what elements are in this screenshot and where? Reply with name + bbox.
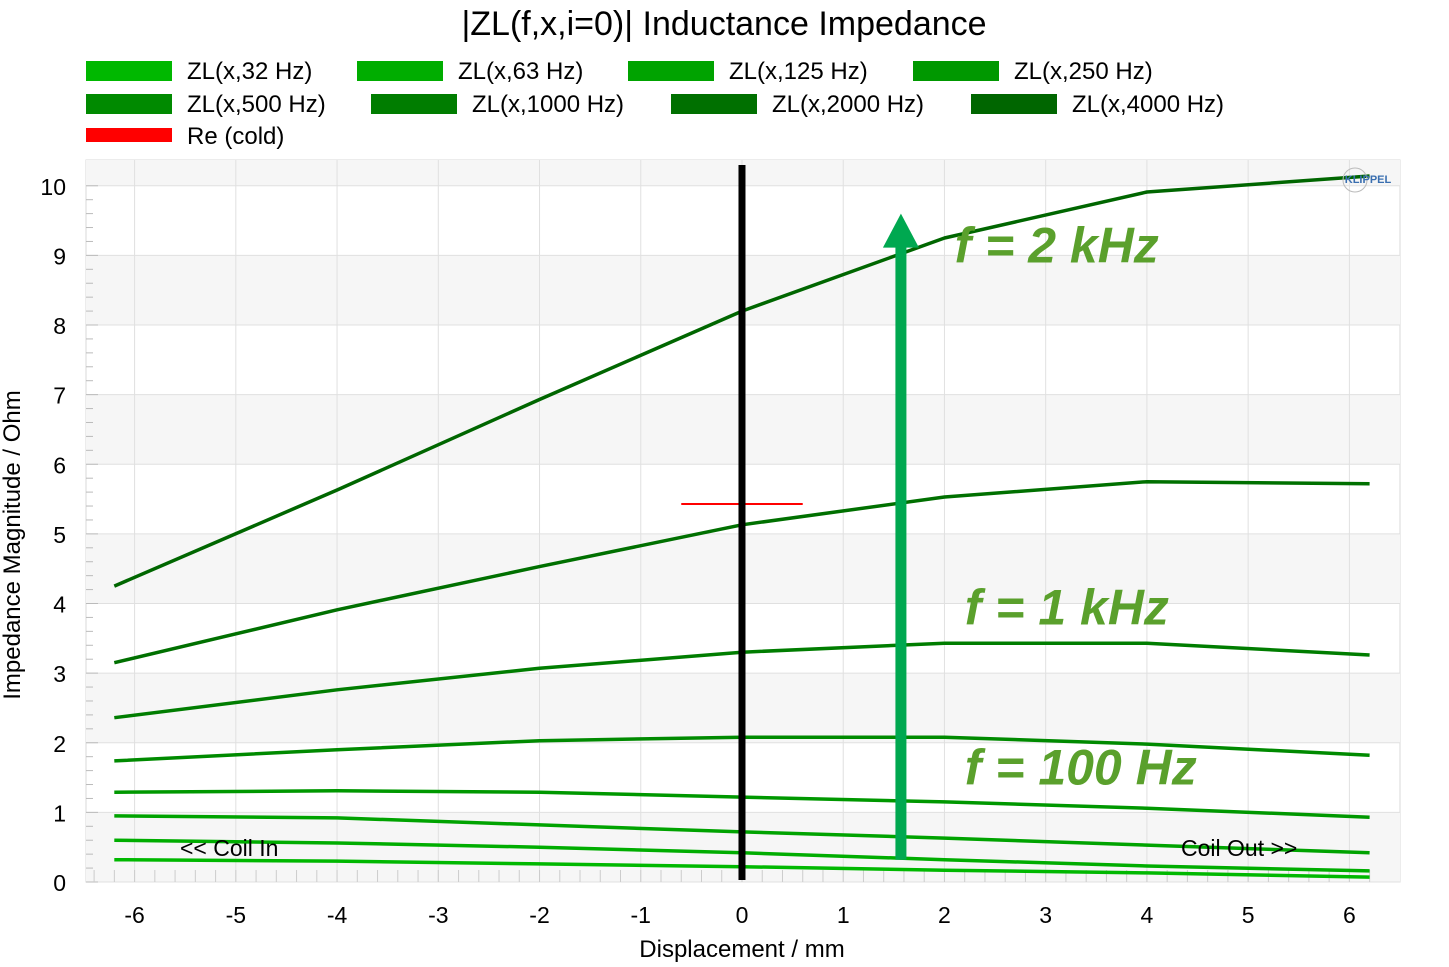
y-tick-label: 9: [53, 243, 66, 269]
legend-swatch: [86, 128, 172, 142]
x-tick-label: 3: [1039, 902, 1052, 928]
y-tick-label: 8: [53, 313, 66, 339]
coil-in-label: << Coil In: [180, 835, 278, 861]
y-axis-label: Impedance Magnitude / Ohm: [0, 390, 26, 700]
y-tick-label: 2: [53, 731, 66, 757]
x-tick-label: -5: [226, 902, 246, 928]
legend-label: ZL(x,63 Hz): [458, 58, 583, 85]
x-tick-label: 6: [1343, 902, 1356, 928]
y-tick-label: 0: [53, 870, 66, 896]
x-tick-label: -1: [631, 902, 651, 928]
legend: ZL(x,32 Hz) ZL(x,63 Hz) ZL(x,125 Hz) ZL(x,2…: [86, 58, 1224, 150]
legend-label: ZL(x,500 Hz): [187, 91, 326, 118]
legend-label: ZL(x,4000 Hz): [1072, 91, 1224, 118]
legend-label: ZL(x,2000 Hz): [772, 91, 924, 118]
legend-label: Re (cold): [187, 123, 284, 150]
x-tick-label: 5: [1242, 902, 1255, 928]
y-tick-label: 6: [53, 452, 66, 478]
legend-swatch: [671, 94, 757, 114]
legend-swatch: [913, 61, 999, 81]
x-tick-label: 2: [938, 902, 951, 928]
legend-swatch: [86, 94, 172, 114]
arrow-head: [882, 213, 919, 248]
y-tick-label: 3: [53, 661, 66, 687]
legend-label: ZL(x,32 Hz): [187, 58, 312, 85]
frequency-annotation: f = 1 kHz: [965, 579, 1169, 635]
legend-swatch: [628, 61, 714, 81]
x-tick-label: 4: [1141, 902, 1154, 928]
y-tick-label: 1: [53, 800, 66, 826]
x-tick-label: 0: [736, 902, 749, 928]
legend-label: ZL(x,125 Hz): [729, 58, 868, 85]
y-tick-label: 10: [40, 174, 66, 200]
coil-out-label: Coil Out >>: [1181, 835, 1297, 861]
y-tick-label: 7: [53, 383, 66, 409]
logo-icon: [1342, 167, 1368, 193]
x-tick-label: -6: [124, 902, 144, 928]
legend-label: ZL(x,1000 Hz): [472, 91, 624, 118]
frequency-annotation: f = 2 kHz: [955, 217, 1159, 273]
legend-swatch: [86, 61, 172, 81]
legend-swatch: [357, 61, 443, 81]
y-tick-label: 4: [53, 592, 66, 618]
x-tick-label: -4: [327, 902, 348, 928]
x-tick-label: -3: [428, 902, 448, 928]
legend-swatch: [371, 94, 457, 114]
y-tick-label: 5: [53, 522, 66, 548]
chart-title: |ZL(f,x,i=0)| Inductance Impedance: [461, 5, 986, 43]
frequency-annotation: f = 100 Hz: [965, 740, 1197, 796]
x-tick-label: 1: [837, 902, 850, 928]
x-axis-label: Displacement / mm: [639, 936, 844, 963]
klippel-logo: KLIPPEL: [1345, 174, 1392, 186]
x-tick-label: -2: [529, 902, 549, 928]
legend-swatch: [971, 94, 1057, 114]
plot-area: 0 1 2 3 4 5 6 7 8 9 10 -6 -5 -4 -3 -2 -1 0 1 2 3 4 5 6 f = 2 kHz…: [40, 159, 1401, 928]
legend-label: ZL(x,250 Hz): [1014, 58, 1153, 85]
